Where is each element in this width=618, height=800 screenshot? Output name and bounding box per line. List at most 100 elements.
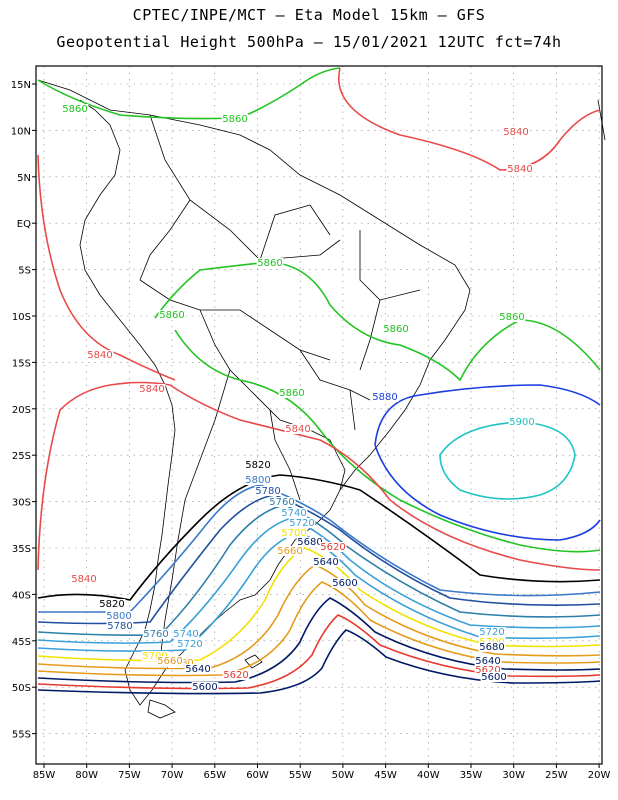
contour-label-bg bbox=[70, 574, 98, 584]
contour-label-bg bbox=[382, 324, 410, 334]
lon-label: 60W bbox=[246, 770, 269, 781]
contour-5840-northeast bbox=[338, 67, 601, 171]
contour-5600 bbox=[37, 629, 601, 695]
contour-label-bg bbox=[98, 599, 126, 609]
contour-label: 5860 bbox=[222, 114, 247, 125]
contour-label: 5860 bbox=[62, 104, 87, 115]
contour-label-bg bbox=[184, 664, 212, 674]
contour-label-bg bbox=[222, 670, 250, 680]
contour-label: 5800 bbox=[106, 611, 131, 622]
contour-label-bg bbox=[142, 629, 170, 639]
contour-label-bg bbox=[158, 310, 186, 320]
lat-label: 55S bbox=[12, 730, 31, 741]
contour-label: 5720 bbox=[177, 639, 202, 650]
contour-label: 5720 bbox=[289, 518, 314, 529]
contour-label-bg bbox=[276, 546, 304, 556]
lat-label: 10N bbox=[11, 126, 31, 137]
contour-label: 5820 bbox=[245, 460, 270, 471]
contour-label-bg bbox=[502, 127, 530, 137]
contour-label: 5860 bbox=[383, 324, 408, 335]
contour-label-bg bbox=[371, 392, 399, 402]
contour-label-bg bbox=[172, 629, 200, 639]
lon-label: 35W bbox=[460, 770, 483, 781]
contour-label-bg bbox=[284, 424, 312, 434]
contour-label: 5680 bbox=[479, 642, 504, 653]
contour-label-bg bbox=[256, 258, 284, 268]
contour-label-bg bbox=[296, 537, 324, 547]
contour-label-bg bbox=[105, 611, 133, 621]
contour-label: 5780 bbox=[255, 486, 280, 497]
contour-label-bg bbox=[474, 656, 502, 666]
contour-label-bg bbox=[331, 578, 359, 588]
lon-label: 80W bbox=[75, 770, 98, 781]
contour-label: 5640 bbox=[185, 664, 210, 675]
lat-label: 30S bbox=[12, 498, 31, 509]
contour-label-bg bbox=[319, 542, 347, 552]
contour-5840-west bbox=[37, 154, 176, 381]
contour-label-bg bbox=[498, 312, 526, 322]
lat-label: 5S bbox=[18, 266, 31, 277]
contour-label: 5840 bbox=[71, 574, 96, 585]
contour-label: 5840 bbox=[139, 384, 164, 395]
contour-label-bg bbox=[478, 642, 506, 652]
contour-label: 5640 bbox=[313, 557, 338, 568]
contour-5780 bbox=[37, 494, 601, 625]
contour-label: 5800 bbox=[245, 475, 270, 486]
contour-label: 5620 bbox=[223, 670, 248, 681]
lon-label: 65W bbox=[203, 770, 226, 781]
contour-label: 5660 bbox=[277, 546, 302, 557]
contour-label-bg bbox=[280, 508, 308, 518]
lon-label: 75W bbox=[118, 770, 141, 781]
contour-label-bg bbox=[506, 164, 534, 174]
contour-labels: 5860 5860 5840 5840 5860 5860 5860 5860 5840 5840… bbox=[61, 104, 536, 693]
contour-label: 5760 bbox=[269, 497, 294, 508]
lon-label: 20W bbox=[588, 770, 611, 781]
contour-label: 5820 bbox=[99, 599, 124, 610]
lon-label: 25W bbox=[545, 770, 568, 781]
contour-label: 5860 bbox=[159, 310, 184, 321]
contour-label-bg bbox=[312, 557, 340, 567]
contour-label-bg bbox=[106, 621, 134, 631]
contour-label: 5840 bbox=[503, 127, 528, 138]
contour-5900 bbox=[439, 421, 576, 500]
lat-label: 40S bbox=[12, 590, 31, 601]
contour-label-bg bbox=[478, 627, 506, 637]
contour-label: 5700 bbox=[142, 651, 167, 662]
brazil-states bbox=[259, 204, 421, 431]
map-subtitle: Geopotential Height 500hPa – 15/01/2021 … bbox=[56, 33, 562, 51]
lon-label: 70W bbox=[161, 770, 184, 781]
contour-label-bg bbox=[288, 518, 316, 528]
south-america-coastline bbox=[37, 79, 471, 706]
contour-label-bg bbox=[61, 104, 89, 114]
contour-label: 5600 bbox=[481, 672, 506, 683]
contour-label-bg bbox=[138, 384, 166, 394]
contour-5720 bbox=[37, 531, 601, 652]
lat-label: 50S bbox=[12, 683, 31, 694]
lat-label: 45S bbox=[12, 637, 31, 648]
contour-label-bg bbox=[280, 528, 308, 538]
contour-label: 5840 bbox=[285, 424, 310, 435]
lon-label: 45W bbox=[374, 770, 397, 781]
contour-label: 5700 bbox=[281, 528, 306, 539]
lat-label: 25S bbox=[12, 451, 31, 462]
lon-label: 85W bbox=[33, 770, 56, 781]
contour-label-bg bbox=[480, 672, 508, 682]
lon-label: 50W bbox=[332, 770, 355, 781]
contour-label: 5900 bbox=[509, 417, 534, 428]
contour-label-bg bbox=[156, 656, 184, 666]
contour-label: 5600 bbox=[192, 682, 217, 693]
contour-label: 5860 bbox=[279, 388, 304, 399]
contour-label: 5740 bbox=[173, 629, 198, 640]
contour-label: 5760 bbox=[143, 629, 168, 640]
contour-label: 5880 bbox=[372, 392, 397, 403]
tierra-del-fuego bbox=[147, 699, 176, 719]
contour-label-bg bbox=[254, 486, 282, 496]
lat-label: 20S bbox=[12, 405, 31, 416]
lon-label: 40W bbox=[417, 770, 440, 781]
axis-tick-labels: 15N 10N 5N EQ 5S 10S 15S 20S 25S 30S 35S 40S 45S 50S 5… bbox=[11, 80, 611, 781]
lat-label: 10S bbox=[12, 312, 31, 323]
contour-label: 5780 bbox=[107, 621, 132, 632]
map-title: CPTEC/INPE/MCT – Eta Model 15km – GFS bbox=[132, 6, 486, 24]
contour-label-bg bbox=[176, 639, 204, 649]
